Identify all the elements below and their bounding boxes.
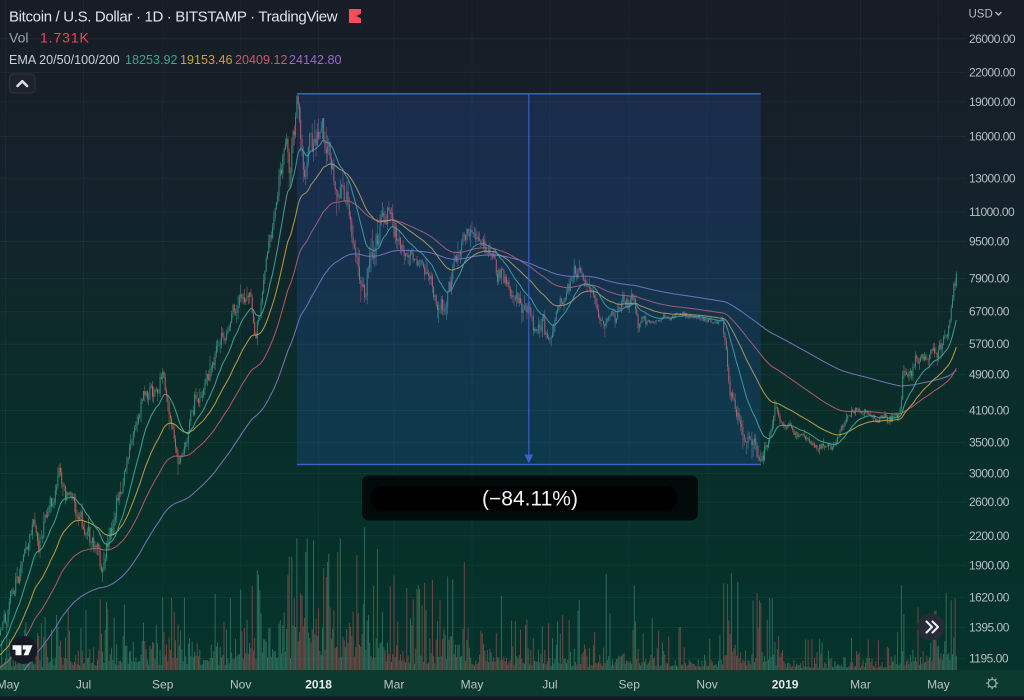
svg-text:13000.00: 13000.00 bbox=[969, 171, 1016, 185]
svg-text:USD: USD bbox=[969, 9, 993, 21]
svg-text:22000.00: 22000.00 bbox=[969, 65, 1016, 79]
svg-text:2019: 2019 bbox=[772, 678, 799, 692]
svg-text:18253.92: 18253.92 bbox=[125, 53, 178, 67]
svg-text:1395.00: 1395.00 bbox=[969, 621, 1010, 635]
svg-text:7900.00: 7900.00 bbox=[969, 272, 1010, 286]
svg-text:May: May bbox=[461, 678, 484, 692]
svg-text:4100.00: 4100.00 bbox=[969, 404, 1010, 418]
svg-text:4900.00: 4900.00 bbox=[969, 368, 1010, 382]
svg-text:11000.00: 11000.00 bbox=[969, 205, 1015, 219]
svg-text:5700.00: 5700.00 bbox=[969, 337, 1010, 351]
svg-text:May: May bbox=[0, 678, 19, 692]
svg-text:Mar: Mar bbox=[384, 678, 405, 692]
svg-text:1.731K: 1.731K bbox=[40, 30, 90, 46]
svg-text:Jul: Jul bbox=[542, 678, 557, 692]
svg-text:Sep: Sep bbox=[619, 678, 641, 692]
svg-text:6700.00: 6700.00 bbox=[969, 305, 1010, 319]
svg-text:19153.46: 19153.46 bbox=[180, 53, 233, 67]
svg-text:16000.00: 16000.00 bbox=[969, 130, 1016, 144]
svg-text:1900.00: 1900.00 bbox=[969, 558, 1010, 572]
svg-text:3000.00: 3000.00 bbox=[969, 466, 1010, 480]
svg-text:EMA 20/50/100/200: EMA 20/50/100/200 bbox=[9, 53, 120, 67]
svg-text:Nov: Nov bbox=[696, 678, 717, 692]
svg-text:2600.00: 2600.00 bbox=[969, 495, 1010, 509]
svg-text:(−84.11%): (−84.11%) bbox=[482, 488, 578, 511]
svg-text:2200.00: 2200.00 bbox=[969, 529, 1010, 543]
svg-text:Vol: Vol bbox=[9, 30, 28, 46]
svg-text:1620.00: 1620.00 bbox=[969, 590, 1010, 604]
svg-text:Sep: Sep bbox=[152, 678, 174, 692]
svg-text:24142.80: 24142.80 bbox=[289, 53, 342, 67]
svg-text:1195.00: 1195.00 bbox=[969, 652, 1009, 666]
svg-text:9500.00: 9500.00 bbox=[969, 234, 1010, 248]
svg-text:Jul: Jul bbox=[76, 678, 91, 692]
svg-text:3500.00: 3500.00 bbox=[969, 435, 1010, 449]
svg-text:Nov: Nov bbox=[230, 678, 251, 692]
svg-text:19000.00: 19000.00 bbox=[969, 95, 1016, 109]
svg-text:20409.12: 20409.12 bbox=[235, 53, 288, 67]
svg-text:Mar: Mar bbox=[850, 678, 871, 692]
svg-text:2018: 2018 bbox=[305, 678, 332, 692]
svg-text:Bitcoin / U.S. Dollar · 1D · B: Bitcoin / U.S. Dollar · 1D · BITSTAMP · … bbox=[9, 9, 338, 26]
svg-text:26000.00: 26000.00 bbox=[969, 32, 1016, 46]
svg-text:May: May bbox=[927, 678, 950, 692]
